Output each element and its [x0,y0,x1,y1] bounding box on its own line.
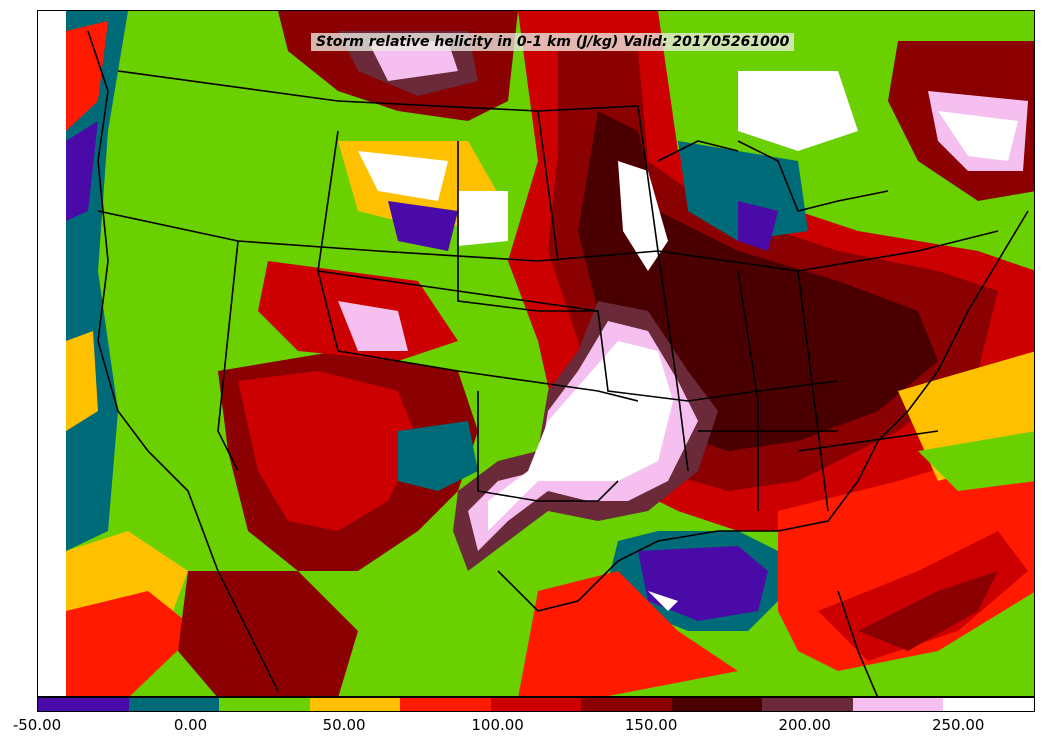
colorbar-segment [852,698,944,711]
colorbar-segment [400,698,491,711]
colorbar-tick-label: 50.00 [322,716,366,734]
helicity-map: Storm relative helicity in 0-1 km (J/kg)… [37,10,1035,697]
colorbar-segment [762,698,853,711]
map-title: Storm relative helicity in 0-1 km (J/kg)… [311,33,795,51]
colorbar-segment [490,698,582,711]
colorbar [37,697,1035,712]
colorbar-segment [219,698,310,711]
colorbar-segment [309,698,401,711]
colorbar-segment [581,698,672,711]
colorbar-tick-label: -50.00 [12,716,62,734]
colorbar-segment [943,698,1035,711]
colorbar-tick-label: 200.00 [778,716,831,734]
colorbar-tick-label: 0.00 [173,716,208,734]
colorbar-segment [671,698,763,711]
colorbar-tick-label: 250.00 [931,716,985,734]
colorbar-tick-label: 150.00 [624,716,678,734]
map-canvas [38,11,1034,696]
colorbar-tick-label: 100.00 [471,716,524,734]
colorbar-segment [128,698,220,711]
colorbar-segment [38,698,129,711]
